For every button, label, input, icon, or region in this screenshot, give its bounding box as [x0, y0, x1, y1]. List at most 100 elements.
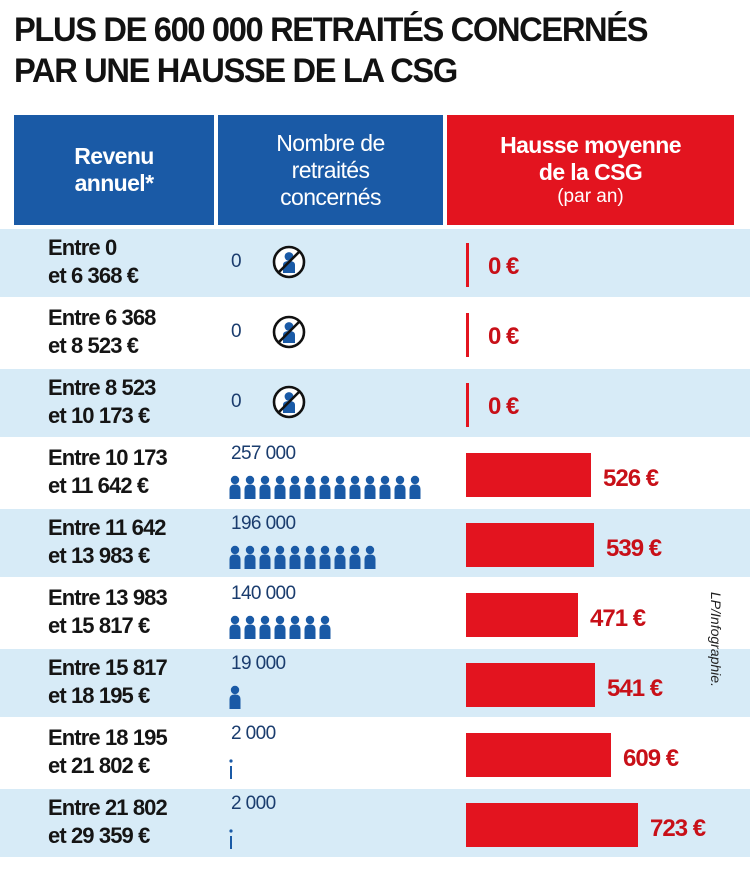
retiree-count: 0 — [231, 321, 242, 342]
revenue-label: Entre 6 368 et 8 523 € — [48, 304, 156, 360]
person-icon — [259, 475, 271, 499]
person-icon — [409, 475, 421, 499]
header-increase-line-2: de la CSG — [538, 159, 643, 185]
revenue-line-1: Entre 8 523 — [48, 375, 156, 400]
table-row: Entre 8 523 et 10 173 € 0 0 € — [0, 369, 750, 437]
increase-value: 471 € — [590, 605, 646, 632]
increase-bar — [466, 383, 469, 427]
increase-bar — [466, 803, 638, 847]
person-icon — [304, 475, 316, 499]
revenue-line-1: Entre 6 368 — [48, 305, 156, 330]
person-icon — [364, 475, 376, 499]
table-row: Entre 18 195 et 21 802 € 2 000 609 € — [0, 719, 750, 787]
revenue-label: Entre 10 173 et 11 642 € — [48, 444, 168, 500]
person-icon — [244, 615, 256, 639]
person-icon — [334, 475, 346, 499]
increase-bar — [466, 523, 594, 567]
table-row: Entre 0 et 6 368 € 0 0 € — [0, 229, 750, 297]
person-icon — [319, 475, 331, 499]
title-line-1: PLUS DE 600 000 RETRAITÉS CONCERNÉS — [14, 11, 648, 49]
person-icon — [229, 615, 241, 639]
revenue-label: Entre 21 802 et 29 359 € — [48, 794, 168, 850]
retiree-pictogram — [228, 471, 458, 499]
person-icon — [274, 615, 286, 639]
retiree-count: 0 — [231, 251, 242, 272]
revenue-label: Entre 11 642 et 13 983 € — [48, 514, 167, 570]
increase-bar — [466, 313, 469, 357]
revenue-line-2: et 8 523 € — [48, 333, 139, 358]
person-icon — [289, 615, 301, 639]
header-count-line-1: Nombre de — [276, 129, 385, 156]
table-row: Entre 21 802 et 29 359 € 2 000 723 € — [0, 789, 750, 857]
table-row: Entre 10 173 et 11 642 € 257 000 526 € — [0, 439, 750, 507]
retiree-pictogram — [228, 821, 458, 849]
person-icon — [289, 475, 301, 499]
retiree-count: 2 000 — [231, 793, 276, 814]
person-icon — [274, 475, 286, 499]
revenue-line-1: Entre 11 642 — [48, 515, 167, 540]
header-revenue: Revenu annuel* — [14, 115, 214, 225]
revenue-line-1: Entre 15 817 — [48, 655, 168, 680]
revenue-line-2: et 21 802 € — [48, 753, 150, 778]
header-revenue-line-1: Revenu — [74, 143, 154, 169]
person-icon — [364, 545, 376, 569]
revenue-label: Entre 0 et 6 368 € — [48, 234, 139, 290]
header-increase-line-3: (par an) — [557, 186, 624, 207]
person-icon-partial — [229, 759, 233, 779]
person-icon — [259, 615, 271, 639]
person-icon — [229, 545, 241, 569]
person-icon — [244, 475, 256, 499]
revenue-label: Entre 18 195 et 21 802 € — [48, 724, 168, 780]
person-icon — [304, 545, 316, 569]
retiree-count: 19 000 — [231, 653, 286, 674]
no-retirees-icon — [272, 385, 306, 419]
table-row: Entre 6 368 et 8 523 € 0 0 € — [0, 299, 750, 367]
revenue-line-2: et 10 173 € — [48, 403, 150, 428]
no-retirees-icon — [272, 245, 306, 279]
revenue-line-1: Entre 21 802 — [48, 795, 168, 820]
retiree-pictogram — [228, 681, 458, 709]
title-line-2: PAR UNE HAUSSE DE LA CSG — [14, 52, 458, 90]
person-icon — [304, 615, 316, 639]
person-icon — [274, 545, 286, 569]
revenue-line-2: et 18 195 € — [48, 683, 150, 708]
person-icon-partial — [229, 829, 233, 849]
retiree-count: 140 000 — [231, 583, 296, 604]
header-count: Nombre de retraités concernés — [218, 115, 443, 225]
header-revenue-line-2: annuel* — [74, 170, 154, 196]
header-increase: Hausse moyenne de la CSG (par an) — [447, 115, 734, 225]
increase-bar — [466, 243, 469, 287]
revenue-label: Entre 8 523 et 10 173 € — [48, 374, 156, 430]
increase-value: 541 € — [607, 675, 663, 702]
increase-value: 526 € — [603, 465, 659, 492]
person-icon — [229, 685, 241, 709]
person-icon — [259, 545, 271, 569]
retiree-pictogram — [228, 541, 458, 569]
revenue-line-1: Entre 13 983 — [48, 585, 168, 610]
revenue-label: Entre 15 817 et 18 195 € — [48, 654, 168, 710]
revenue-label: Entre 13 983 et 15 817 € — [48, 584, 168, 640]
increase-bar — [466, 453, 591, 497]
table-row: Entre 11 642 et 13 983 € 196 000 539 € — [0, 509, 750, 577]
chart-title: PLUS DE 600 000 RETRAITÉS CONCERNÉS PAR … — [14, 10, 715, 92]
increase-bar — [466, 733, 611, 777]
person-icon — [289, 545, 301, 569]
revenue-line-1: Entre 0 — [48, 235, 117, 260]
person-icon — [394, 475, 406, 499]
header-count-line-2: retraités — [291, 156, 370, 183]
retiree-count: 2 000 — [231, 723, 276, 744]
table-row: Entre 13 983 et 15 817 € 140 000 471 € — [0, 579, 750, 647]
increase-bar — [466, 663, 595, 707]
revenue-line-2: et 13 983 € — [48, 543, 150, 568]
increase-value: 609 € — [623, 745, 679, 772]
credit: LP/Infographie. — [708, 592, 724, 687]
revenue-line-1: Entre 10 173 — [48, 445, 168, 470]
person-icon — [229, 475, 241, 499]
revenue-line-2: et 15 817 € — [48, 613, 150, 638]
person-icon — [319, 615, 331, 639]
retiree-count: 257 000 — [231, 443, 296, 464]
revenue-line-2: et 29 359 € — [48, 823, 150, 848]
retiree-pictogram — [228, 611, 458, 639]
retiree-pictogram — [228, 751, 458, 779]
revenue-line-1: Entre 18 195 — [48, 725, 168, 750]
